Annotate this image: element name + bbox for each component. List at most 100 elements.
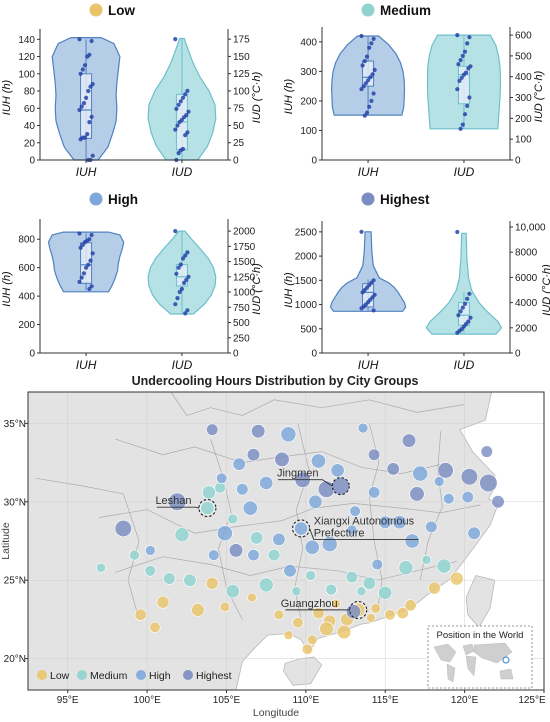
city-point-high [443, 493, 455, 505]
y2-tick-label: 500 [233, 318, 250, 329]
city-point-low [370, 603, 381, 614]
inset-landmass [473, 642, 513, 664]
data-point [458, 309, 463, 314]
map-title: Undercooling Hours Distribution by City … [132, 374, 419, 388]
data-point [185, 88, 190, 93]
y2-tick-label: 6000 [515, 273, 538, 284]
y-tick-label: 2000 [295, 252, 318, 263]
data-point [88, 84, 93, 89]
x-category-label: IUD [454, 358, 475, 372]
city-point-high [378, 515, 392, 529]
province-border [419, 431, 443, 581]
data-point [457, 78, 462, 83]
y-tick-label: 0 [29, 349, 35, 360]
city-point-low [191, 603, 205, 617]
city-point-high [304, 539, 320, 555]
city-point-high [321, 536, 338, 552]
annotation-label: Prefecture [314, 528, 365, 540]
city-point-high [467, 526, 481, 540]
city-point-low [307, 634, 318, 645]
data-point [460, 53, 465, 59]
city-point-highest [479, 473, 498, 493]
city-point-highest [437, 462, 454, 479]
annotation-leader [195, 506, 200, 509]
data-point [185, 250, 190, 255]
data-point [79, 104, 84, 109]
city-point-medium [345, 570, 359, 584]
city-point-low [336, 624, 352, 640]
data-point [462, 49, 468, 54]
y2-tick-label: 100 [515, 135, 532, 146]
city-point-high [242, 500, 258, 516]
data-point [84, 265, 89, 270]
city-point-highest [251, 424, 266, 439]
data-point [89, 38, 94, 44]
panel-title: Highest [380, 192, 430, 207]
y2-tick-label: 400 [515, 72, 532, 83]
y-tick-label: 100 [18, 69, 35, 80]
annotation-label-group: Guangzhou [281, 598, 350, 611]
y-axis-title: IUH (h) [283, 78, 295, 114]
y2-tick-label: 125 [233, 69, 250, 80]
data-point [183, 311, 188, 316]
data-point [78, 71, 83, 76]
data-point [455, 330, 460, 335]
data-point [182, 280, 187, 285]
city-point-high [310, 453, 326, 469]
data-point [183, 92, 188, 97]
data-point [371, 36, 376, 42]
data-point [467, 95, 472, 100]
city-point-high [371, 558, 383, 571]
data-point [77, 107, 82, 113]
data-point [78, 245, 83, 250]
y-tick-label: 400 [18, 292, 35, 303]
city-point-medium [436, 558, 452, 574]
data-point [467, 35, 472, 40]
data-point [175, 296, 180, 301]
city-point-high [404, 533, 420, 549]
city-point-highest [480, 445, 493, 458]
y2-tick-label: 10,000 [515, 223, 546, 234]
city-point-high [272, 532, 286, 547]
city-point-highest [228, 543, 244, 558]
map-y-tick-label: 20°N [4, 654, 26, 665]
y2-tick-label: 150 [233, 52, 250, 63]
violin-panel-low: Low 0 20 40 60 80 100 120 140 0 25 50 75 100 125 150 175… [1, 3, 263, 179]
data-point [455, 229, 460, 235]
city-point-low [134, 608, 147, 621]
y-tick-label: 400 [300, 37, 317, 48]
annotation-label: Leshan [155, 495, 191, 507]
y2-tick-label: 175 [233, 35, 250, 46]
y2-tick-label: 4000 [515, 298, 538, 309]
city-point-highest [460, 468, 479, 486]
city-point-highest [409, 486, 425, 502]
data-point [89, 232, 94, 238]
data-point [88, 258, 93, 263]
violin-panel-medium: Medium 0 100 200 300 400 0 100 200 300 400 500 600 IU… [283, 3, 545, 179]
legend-label: High [149, 670, 171, 682]
data-point [370, 72, 375, 77]
data-point [174, 106, 179, 111]
city-point-medium [250, 531, 264, 545]
data-point [183, 133, 188, 138]
legend-label: Highest [196, 670, 232, 682]
legend-swatch-highest [183, 670, 193, 680]
city-point-low [292, 616, 304, 629]
map-y-axis-title: Latitude [0, 522, 12, 560]
data-point [87, 120, 92, 125]
data-point [465, 41, 470, 46]
y2-axis-title: IUD (°C·h) [541, 264, 550, 316]
data-point [77, 279, 82, 284]
legend-swatch-medium [77, 670, 87, 680]
data-point [462, 301, 468, 306]
y2-tick-label: 8000 [515, 248, 538, 259]
city-point-high [330, 463, 345, 478]
data-point [367, 45, 372, 50]
x-category-label: IUH [76, 165, 97, 179]
data-point [176, 102, 181, 107]
city-point-high [461, 491, 474, 504]
land-hainan [283, 656, 323, 686]
province-border [170, 392, 465, 416]
data-point [184, 277, 189, 282]
